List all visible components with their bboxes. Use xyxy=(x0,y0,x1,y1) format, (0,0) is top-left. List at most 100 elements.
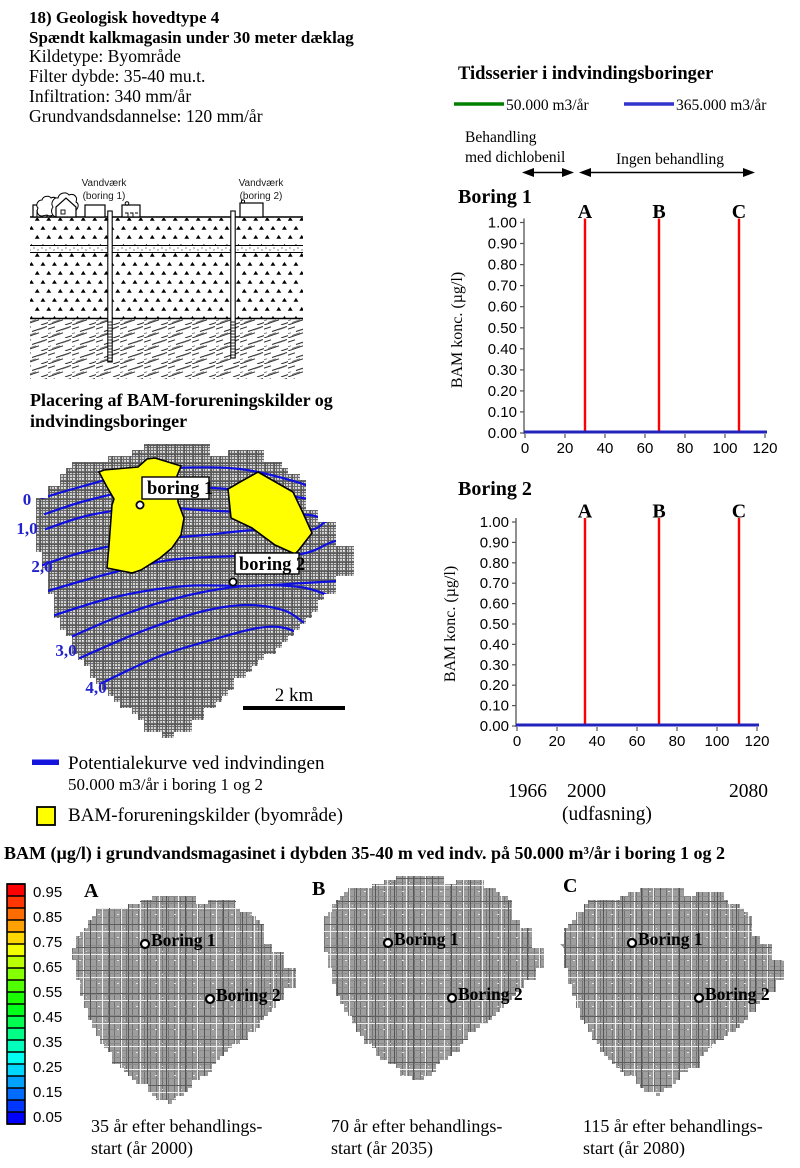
svg-text:Boring 1: Boring 1 xyxy=(394,929,459,949)
svg-text:1.00: 1.00 xyxy=(488,215,517,232)
svg-text:0.00: 0.00 xyxy=(488,425,517,442)
svg-text:BAM konc. (µg/l): BAM konc. (µg/l) xyxy=(442,566,459,682)
svg-text:Infiltration: 340 mm/år: Infiltration: 340 mm/år xyxy=(29,86,191,106)
svg-text:40: 40 xyxy=(589,733,606,750)
svg-text:Tidsserier i indvindingsboring: Tidsserier i indvindingsboringer xyxy=(458,64,713,84)
svg-text:80: 80 xyxy=(669,733,686,750)
svg-text:0.85: 0.85 xyxy=(33,909,62,926)
svg-text:Behandling: Behandling xyxy=(465,129,537,146)
svg-text:0.30: 0.30 xyxy=(488,362,517,379)
svg-text:115 år efter behandlings-: 115 år efter behandlings- xyxy=(583,1116,763,1136)
svg-text:Boring 2: Boring 2 xyxy=(216,985,281,1005)
svg-text:0.35: 0.35 xyxy=(33,1034,62,1051)
svg-text:0.90: 0.90 xyxy=(480,534,509,551)
svg-text:Potentialekurve ved indvinding: Potentialekurve ved indvindingen xyxy=(68,753,325,774)
svg-text:0.40: 0.40 xyxy=(480,636,509,653)
svg-text:100: 100 xyxy=(712,440,737,457)
svg-text:Ingen behandling: Ingen behandling xyxy=(616,151,724,168)
svg-text:Boring 2: Boring 2 xyxy=(705,984,770,1004)
svg-text:18) Geologisk hovedtype 4: 18) Geologisk hovedtype 4 xyxy=(29,8,220,27)
svg-text:0.50: 0.50 xyxy=(488,320,517,337)
svg-text:40: 40 xyxy=(597,440,614,457)
svg-text:BAM-forureningskilder (byområd: BAM-forureningskilder (byområde) xyxy=(68,805,343,826)
svg-text:0.40: 0.40 xyxy=(488,341,517,358)
svg-text:1966: 1966 xyxy=(508,781,547,802)
svg-text:med dichlobenil: med dichlobenil xyxy=(465,149,565,166)
svg-text:0.30: 0.30 xyxy=(480,657,509,674)
svg-text:50.000 m3/år: 50.000 m3/år xyxy=(506,97,589,114)
svg-text:0.75: 0.75 xyxy=(33,934,62,951)
svg-text:(boring 1): (boring 1) xyxy=(83,191,126,202)
svg-text:60: 60 xyxy=(637,440,654,457)
svg-text:A: A xyxy=(84,880,99,902)
svg-text:Grundvandsdannelse: 120 mm/år: Grundvandsdannelse: 120 mm/år xyxy=(29,106,263,126)
svg-text:C: C xyxy=(563,875,577,897)
svg-text:Filter dybde: 35-40 mu.t.: Filter dybde: 35-40 mu.t. xyxy=(29,66,205,86)
svg-text:boring 2: boring 2 xyxy=(239,555,305,575)
svg-text:Boring 1: Boring 1 xyxy=(151,930,216,950)
svg-text:3,0: 3,0 xyxy=(55,641,76,660)
svg-text:BAM konc. (µg/l): BAM konc. (µg/l) xyxy=(449,272,466,388)
svg-text:2080: 2080 xyxy=(729,781,768,802)
svg-text:80: 80 xyxy=(677,440,694,457)
svg-text:B: B xyxy=(312,878,325,900)
svg-text:start (år 2080): start (år 2080) xyxy=(583,1138,685,1159)
svg-text:C: C xyxy=(732,501,746,523)
svg-text:0.50: 0.50 xyxy=(480,616,509,633)
svg-text:365.000 m3/år: 365.000 m3/år xyxy=(676,97,767,114)
svg-text:0: 0 xyxy=(23,490,32,509)
svg-text:A: A xyxy=(578,501,593,523)
svg-text:120: 120 xyxy=(752,440,777,457)
svg-text:Vandværk: Vandværk xyxy=(239,178,285,189)
svg-text:60: 60 xyxy=(629,733,646,750)
svg-text:0.80: 0.80 xyxy=(480,555,509,572)
svg-text:50.000 m3/år i boring 1 og 2: 50.000 m3/år i boring 1 og 2 xyxy=(68,775,263,794)
svg-text:B: B xyxy=(652,501,665,523)
svg-text:C: C xyxy=(732,201,746,223)
svg-text:BAM (µg/l) i grundvandsmagasin: BAM (µg/l) i grundvandsmagasinet i dybde… xyxy=(4,843,725,864)
svg-text:0.20: 0.20 xyxy=(480,677,509,694)
svg-text:0.65: 0.65 xyxy=(33,959,62,976)
svg-text:0.00: 0.00 xyxy=(480,718,509,735)
svg-text:120: 120 xyxy=(744,733,769,750)
svg-text:70 år efter behandlings-: 70 år efter behandlings- xyxy=(331,1116,502,1136)
svg-text:0.95: 0.95 xyxy=(33,884,62,901)
svg-text:0.05: 0.05 xyxy=(33,1109,62,1126)
svg-text:0.20: 0.20 xyxy=(488,383,517,400)
svg-text:B: B xyxy=(652,201,665,223)
svg-text:boring 1: boring 1 xyxy=(147,479,213,499)
svg-text:0.70: 0.70 xyxy=(480,575,509,592)
svg-text:Boring 2: Boring 2 xyxy=(458,478,532,500)
svg-text:0.10: 0.10 xyxy=(480,698,509,715)
svg-text:0: 0 xyxy=(521,440,529,457)
svg-text:4,0: 4,0 xyxy=(85,678,106,697)
svg-text:2,0: 2,0 xyxy=(31,557,52,576)
svg-text:35 år efter behandlings-: 35 år efter behandlings- xyxy=(91,1116,262,1136)
svg-text:0.90: 0.90 xyxy=(488,236,517,253)
svg-text:0.15: 0.15 xyxy=(33,1084,62,1101)
svg-text:Spændt kalkmagasin under 30 me: Spændt kalkmagasin under 30 meter dæklag xyxy=(29,28,354,47)
svg-text:indvindingsboringer: indvindingsboringer xyxy=(30,411,187,431)
svg-text:1.00: 1.00 xyxy=(480,514,509,531)
svg-text:0.60: 0.60 xyxy=(488,299,517,316)
svg-text:1,0: 1,0 xyxy=(16,519,37,538)
svg-text:Kildetype: Byområde: Kildetype: Byområde xyxy=(29,46,181,66)
svg-text:100: 100 xyxy=(704,733,729,750)
svg-text:Boring 2: Boring 2 xyxy=(458,984,523,1004)
svg-text:0.25: 0.25 xyxy=(33,1059,62,1076)
svg-text:A: A xyxy=(578,201,593,223)
svg-text:20: 20 xyxy=(557,440,574,457)
svg-text:0.55: 0.55 xyxy=(33,984,62,1001)
svg-text:start (år 2035): start (år 2035) xyxy=(331,1138,433,1159)
svg-text:2000: 2000 xyxy=(567,781,606,802)
svg-text:0.60: 0.60 xyxy=(480,596,509,613)
svg-text:Boring 1: Boring 1 xyxy=(638,929,703,949)
svg-text:Boring 1: Boring 1 xyxy=(458,186,532,208)
svg-text:0.80: 0.80 xyxy=(488,257,517,274)
svg-text:0.70: 0.70 xyxy=(488,278,517,295)
svg-text:0: 0 xyxy=(513,733,521,750)
svg-text:0.10: 0.10 xyxy=(488,404,517,421)
svg-text:start (år 2000): start (år 2000) xyxy=(91,1138,193,1159)
svg-text:(boring 2): (boring 2) xyxy=(240,191,283,202)
svg-text:(udfasning): (udfasning) xyxy=(562,804,652,825)
